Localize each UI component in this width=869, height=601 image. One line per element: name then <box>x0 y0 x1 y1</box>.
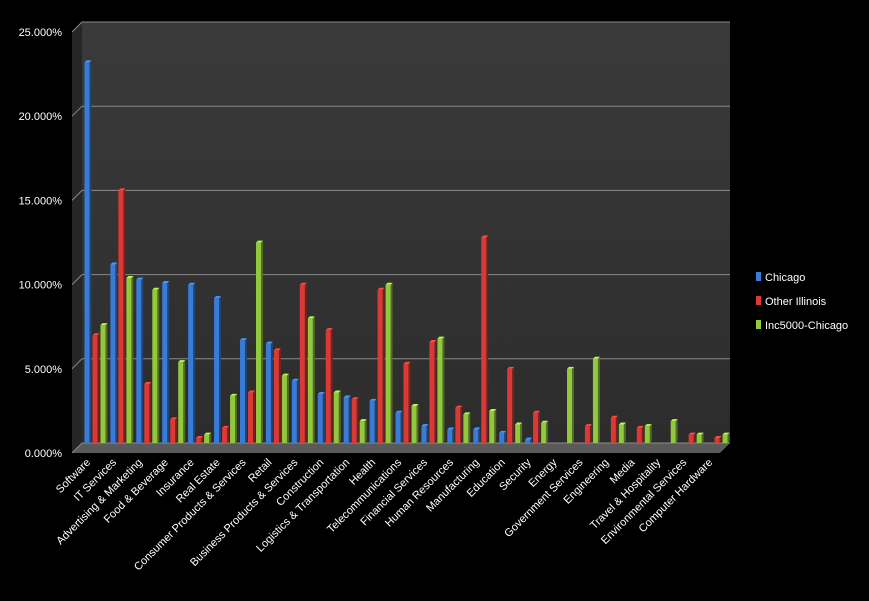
side-wall <box>72 22 82 453</box>
bar-inc5000-chicago <box>592 356 600 443</box>
bar-chicago <box>447 427 455 443</box>
bar-chicago <box>265 341 273 443</box>
bar-inc5000-chicago <box>307 316 315 443</box>
gridline <box>71 189 730 201</box>
bar-chicago <box>395 410 403 443</box>
bar-chicago <box>110 262 118 443</box>
y-tick-label: 25.000% <box>19 27 63 39</box>
bar-inc5000-chicago <box>100 323 108 443</box>
bar-inc5000-chicago <box>489 409 497 443</box>
bar-other-illinois <box>455 405 463 443</box>
bar-inc5000-chicago <box>126 275 134 443</box>
bar-chicago <box>421 424 429 443</box>
bar-inc5000-chicago <box>178 360 186 443</box>
bar-inc5000-chicago <box>696 432 704 443</box>
bar-other-illinois <box>351 397 359 443</box>
bar-other-illinois <box>636 425 644 443</box>
bar-chicago <box>499 430 507 443</box>
legend-swatch <box>756 320 761 329</box>
bar-chicago <box>239 338 247 443</box>
bar-series-group <box>84 60 730 443</box>
bar-other-illinois <box>403 361 411 443</box>
chart-legend: Chicago Other Illinois Inc5000-Chicago <box>756 272 848 332</box>
bar-other-illinois <box>325 328 333 443</box>
legend-swatch <box>756 296 761 305</box>
bar-other-illinois <box>377 287 385 443</box>
bar-other-illinois <box>429 339 437 443</box>
y-tick-label: 0.000% <box>25 448 63 460</box>
legend-label: Chicago <box>765 272 805 284</box>
bar-other-illinois <box>610 415 618 443</box>
bar-other-illinois <box>222 425 230 443</box>
bar-other-illinois <box>196 435 204 443</box>
bar-inc5000-chicago <box>152 287 160 443</box>
bar-other-illinois <box>533 410 541 443</box>
bar-other-illinois <box>714 435 722 443</box>
bar-other-illinois <box>481 235 489 443</box>
bar-inc5000-chicago <box>255 240 263 443</box>
legend-label: Inc5000-Chicago <box>765 320 848 332</box>
bar-chicago <box>343 395 351 443</box>
bar-inc5000-chicago <box>204 432 212 443</box>
legend-item: Inc5000-Chicago <box>756 320 848 332</box>
bar-chicago <box>317 392 325 443</box>
bar-other-illinois <box>299 282 307 443</box>
bar-inc5000-chicago <box>618 422 626 443</box>
bar-other-illinois <box>688 432 696 443</box>
bar-other-illinois <box>92 333 100 443</box>
gridline <box>71 442 730 454</box>
bar-chicago <box>369 398 377 443</box>
bar-chicago <box>162 281 170 443</box>
bar-inc5000-chicago <box>437 336 445 443</box>
floor <box>72 443 730 453</box>
bar-inc5000-chicago <box>281 373 289 443</box>
y-tick-label: 10.000% <box>19 280 63 292</box>
y-tick-label: 5.000% <box>25 364 63 376</box>
gridline <box>71 358 730 370</box>
bar-inc5000-chicago <box>333 390 341 443</box>
bar-other-illinois <box>273 348 281 443</box>
bar-other-illinois <box>118 188 126 443</box>
gridline <box>71 274 730 285</box>
bar-other-illinois <box>507 366 515 443</box>
bar-chicago <box>136 277 144 443</box>
bar-chicago <box>84 60 92 443</box>
bar-chicago <box>214 296 222 443</box>
bar-other-illinois <box>584 424 592 443</box>
legend-swatch <box>756 272 761 281</box>
y-axis-ticks: 0.000% 5.000% 10.000% 15.000% 20.000% 25.000% <box>19 27 63 460</box>
y-tick-label: 15.000% <box>19 195 63 207</box>
gridlines <box>71 21 730 454</box>
bar-inc5000-chicago <box>411 403 419 443</box>
bar-inc5000-chicago <box>385 282 393 443</box>
legend-item: Chicago <box>756 272 805 284</box>
bar-chicago <box>525 437 533 443</box>
bar-inc5000-chicago <box>515 422 523 443</box>
bar-inc5000-chicago <box>670 419 678 443</box>
bar-chicago <box>291 378 299 443</box>
legend-item: Other Illinois <box>756 296 827 308</box>
bar-inc5000-chicago <box>230 393 238 443</box>
bar-inc5000-chicago <box>644 424 652 443</box>
y-tick-label: 20.000% <box>19 111 63 123</box>
bar-other-illinois <box>170 417 178 443</box>
bar-other-illinois <box>247 390 255 443</box>
bar-inc5000-chicago <box>541 420 549 443</box>
bar-other-illinois <box>144 382 152 443</box>
bar-chicago <box>188 282 196 443</box>
bar-chicago <box>473 427 481 443</box>
legend-label: Other Illinois <box>765 296 827 308</box>
plot-area <box>72 22 730 453</box>
bar-inc5000-chicago <box>359 419 367 443</box>
bar-inc5000-chicago <box>463 412 471 443</box>
bar-inc5000-chicago <box>567 366 575 443</box>
bar-inc5000-chicago <box>722 432 730 443</box>
gridline <box>71 21 730 33</box>
gridline <box>71 105 730 117</box>
